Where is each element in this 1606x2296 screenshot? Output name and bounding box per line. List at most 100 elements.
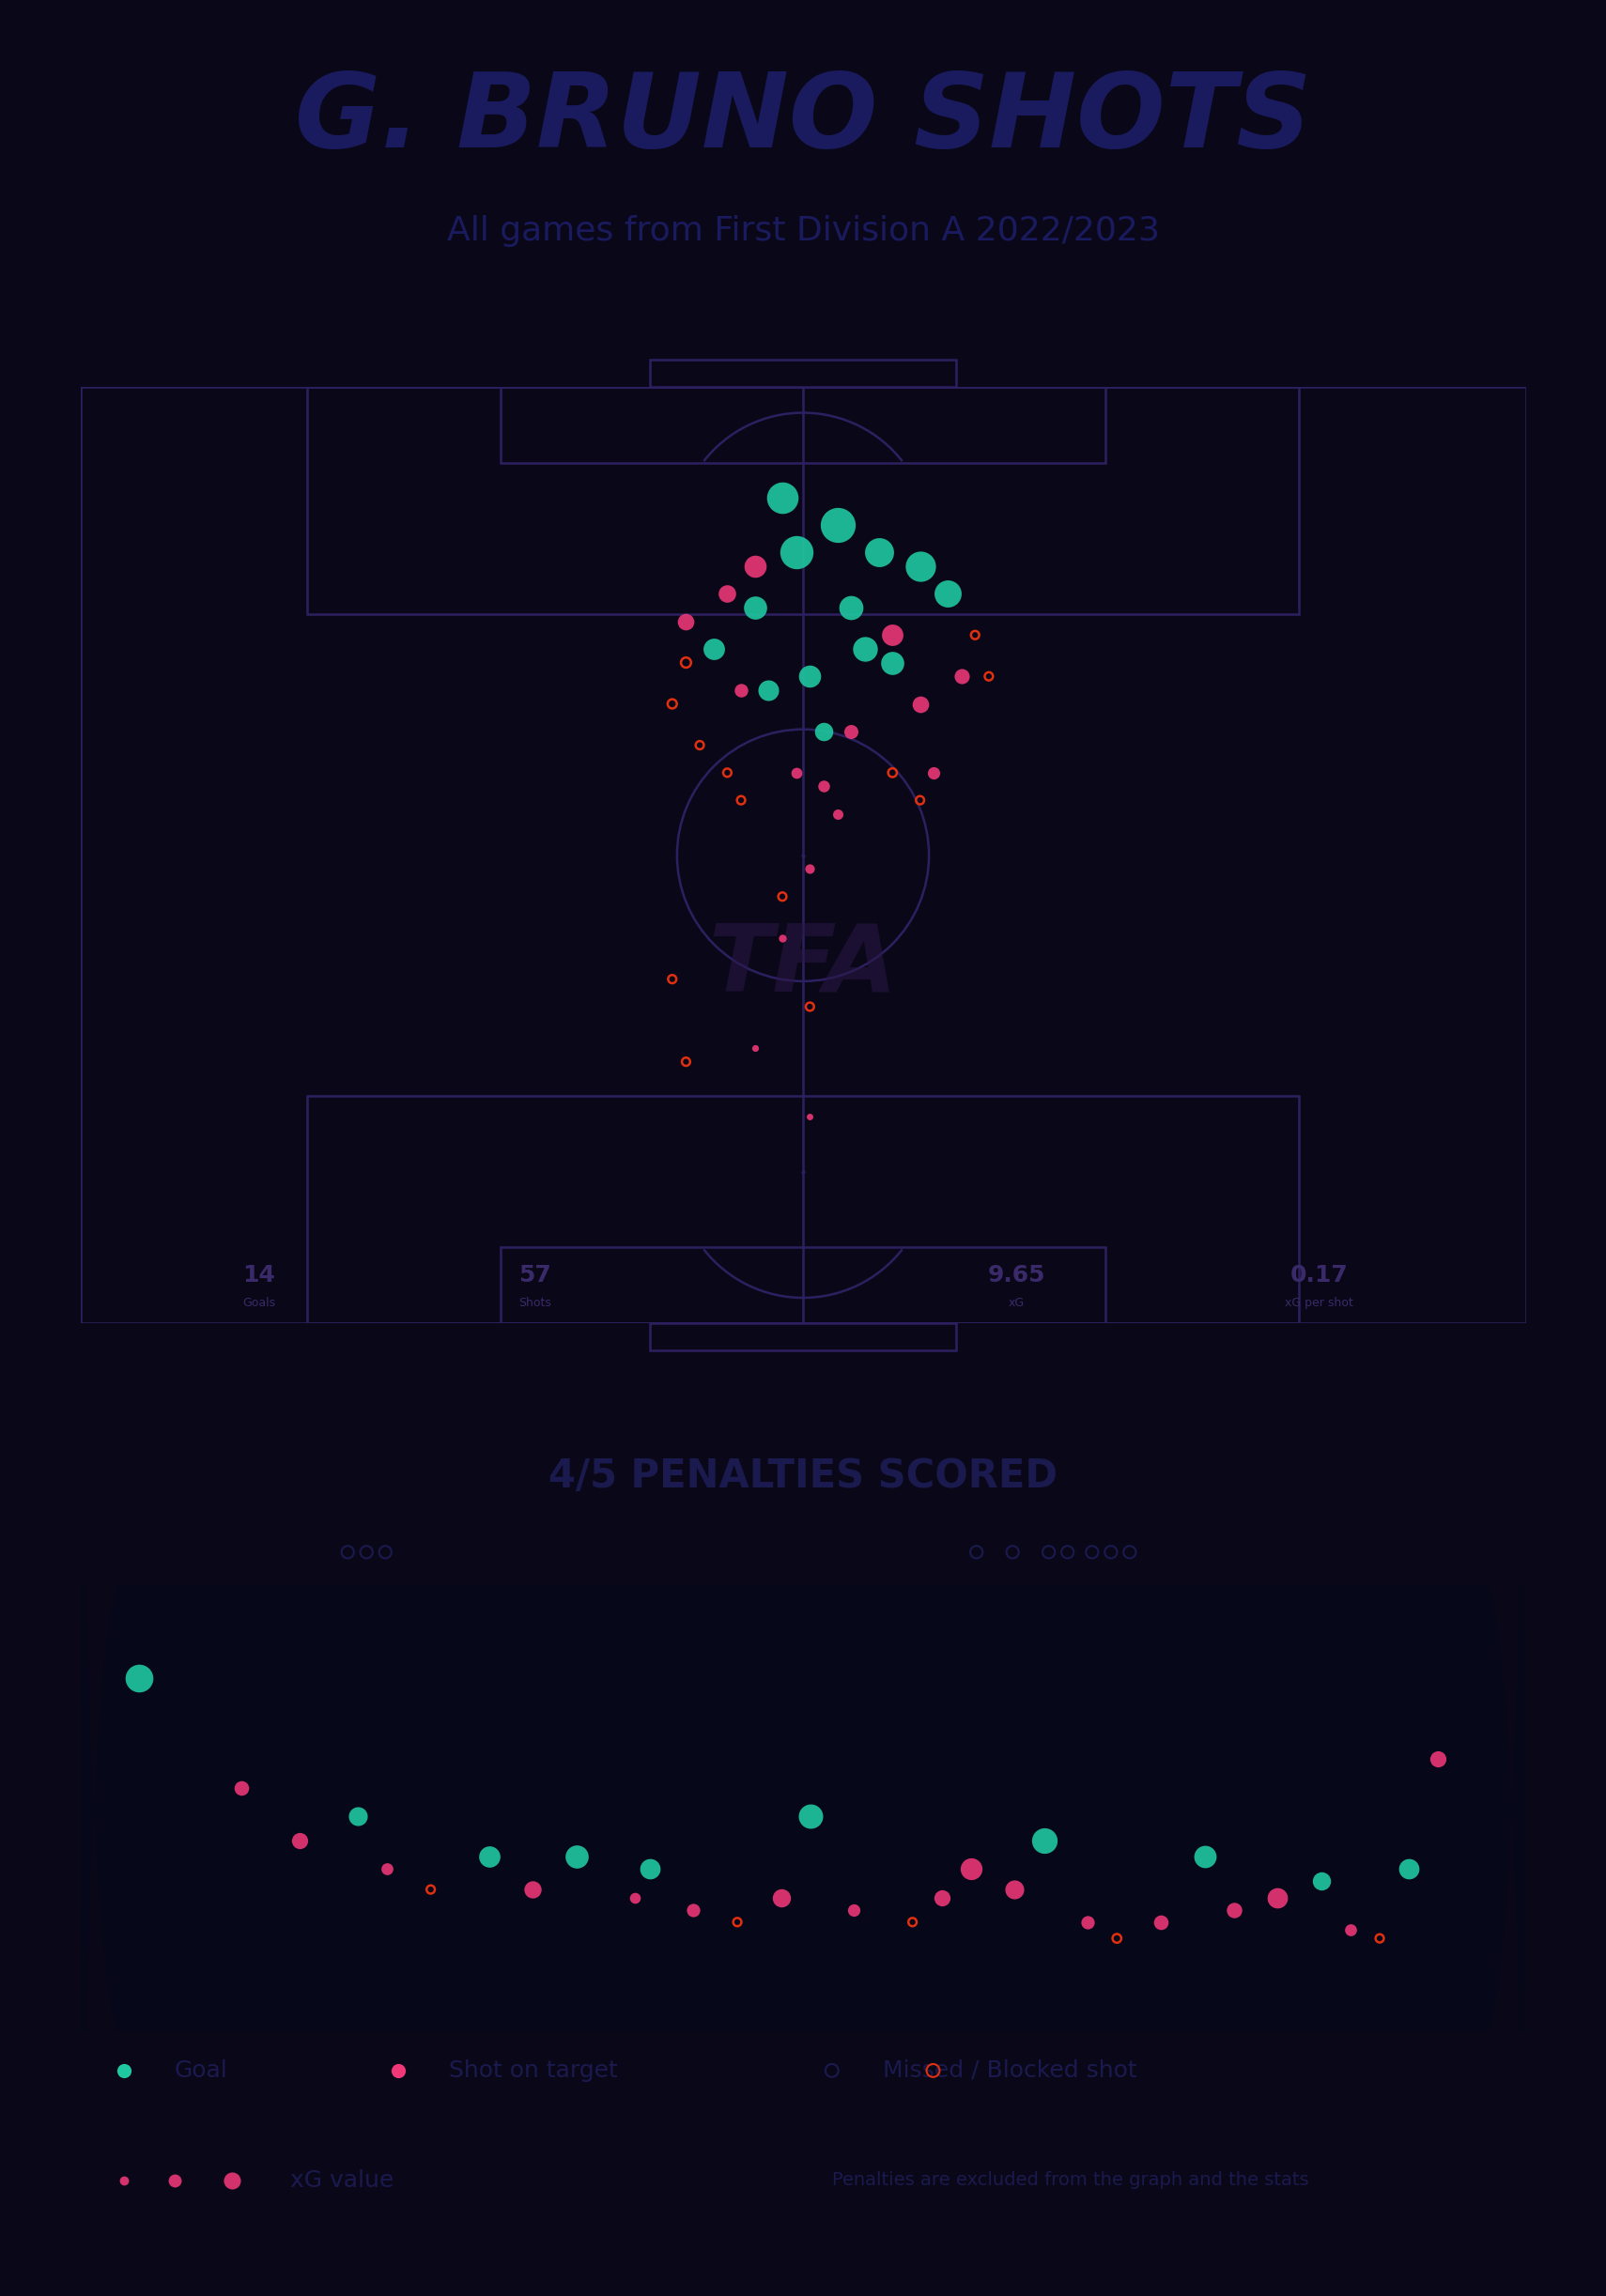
Point: [715, 576, 740, 613]
Point: [1103, 1919, 1129, 1956]
Point: [756, 673, 782, 709]
Point: [853, 631, 878, 668]
Point: [742, 1029, 768, 1065]
Point: [1055, 1534, 1081, 1570]
Point: [999, 1534, 1026, 1570]
Point: [724, 1903, 750, 1940]
Point: [1074, 1903, 1100, 1940]
Point: [111, 2053, 137, 2089]
Point: [935, 576, 960, 613]
Point: [700, 631, 726, 668]
Point: [660, 960, 686, 996]
Text: xG: xG: [1009, 1297, 1025, 1309]
Text: All games from First Division A 2022/2023: All games from First Division A 2022/202…: [446, 216, 1160, 248]
Bar: [307, 388, 1299, 615]
Point: [728, 783, 753, 820]
Point: [1542, 1878, 1567, 1915]
Point: [1338, 1913, 1363, 1949]
Bar: [649, 360, 957, 388]
Bar: [499, 388, 1107, 464]
Point: [964, 1534, 989, 1570]
Point: [1192, 1839, 1217, 1876]
Text: 14: 14: [243, 1263, 276, 1286]
Point: [962, 618, 988, 654]
Point: [286, 1823, 312, 1860]
Point: [907, 549, 933, 585]
Point: [622, 1878, 647, 1915]
Point: [1031, 1823, 1057, 1860]
Point: [797, 987, 822, 1024]
Point: [374, 1851, 400, 1887]
Point: [949, 659, 975, 696]
Point: [899, 1903, 925, 1940]
Text: xG value: xG value: [289, 2170, 393, 2190]
Text: Shots: Shots: [519, 1297, 551, 1309]
Point: [769, 918, 795, 955]
Point: [1425, 1740, 1450, 1777]
Point: [838, 714, 864, 751]
Point: [742, 549, 768, 585]
Point: [673, 604, 699, 641]
Point: [161, 2163, 186, 2200]
Point: [728, 673, 753, 709]
Point: [866, 535, 891, 572]
Point: [125, 1660, 151, 1697]
Point: [784, 755, 809, 792]
Text: 9.65: 9.65: [988, 1263, 1046, 1286]
Point: [784, 535, 809, 572]
Point: [687, 728, 713, 765]
Point: [228, 1770, 254, 1807]
Point: [31, 1892, 56, 1929]
Text: 57: 57: [519, 1263, 551, 1286]
Point: [920, 755, 946, 792]
Text: G. BRUNO SHOTS: G. BRUNO SHOTS: [296, 69, 1310, 170]
Point: [811, 769, 837, 806]
Point: [798, 1798, 824, 1835]
Point: [564, 1839, 589, 1876]
Point: [1367, 1919, 1392, 1956]
FancyBboxPatch shape: [80, 820, 1526, 2296]
Point: [880, 645, 906, 682]
Point: [477, 1839, 503, 1876]
Point: [842, 1892, 867, 1929]
Point: [769, 877, 795, 914]
Point: [811, 714, 837, 751]
Bar: [499, 1247, 1107, 1322]
Point: [797, 1097, 822, 1134]
Point: [1542, 1892, 1567, 1929]
Point: [520, 1871, 546, 1908]
Point: [1148, 1903, 1174, 1940]
Point: [742, 590, 768, 627]
Point: [673, 1042, 699, 1079]
Point: [345, 1798, 371, 1835]
Point: [1079, 1534, 1105, 1570]
Point: [880, 755, 906, 792]
Point: [976, 659, 1002, 696]
Point: [768, 1878, 793, 1915]
Point: [1309, 1862, 1335, 1899]
Point: [418, 1871, 443, 1908]
Text: Goal: Goal: [173, 2060, 228, 2082]
Text: Penalties are excluded from the graph and the stats: Penalties are excluded from the graph an…: [832, 2172, 1309, 2188]
Text: 4/5 PENALTIES SCORED: 4/5 PENALTIES SCORED: [549, 1456, 1057, 1497]
Bar: [649, 1322, 957, 1350]
Point: [681, 1892, 707, 1929]
Point: [353, 1534, 379, 1570]
Point: [660, 687, 686, 723]
Point: [715, 755, 740, 792]
Point: [1036, 1534, 1062, 1570]
Text: 0.17: 0.17: [1290, 1263, 1347, 1286]
Point: [907, 783, 933, 820]
Point: [638, 1851, 663, 1887]
Point: [880, 618, 906, 654]
Text: TFA: TFA: [708, 921, 898, 1010]
Bar: [307, 1095, 1299, 1322]
Point: [31, 1878, 56, 1915]
Point: [819, 2053, 845, 2089]
Text: Missed / Blocked shot: Missed / Blocked shot: [883, 2060, 1137, 2082]
Point: [673, 645, 699, 682]
Point: [907, 687, 933, 723]
Point: [928, 1878, 954, 1915]
Point: [769, 480, 795, 517]
Point: [1542, 1791, 1567, 1828]
